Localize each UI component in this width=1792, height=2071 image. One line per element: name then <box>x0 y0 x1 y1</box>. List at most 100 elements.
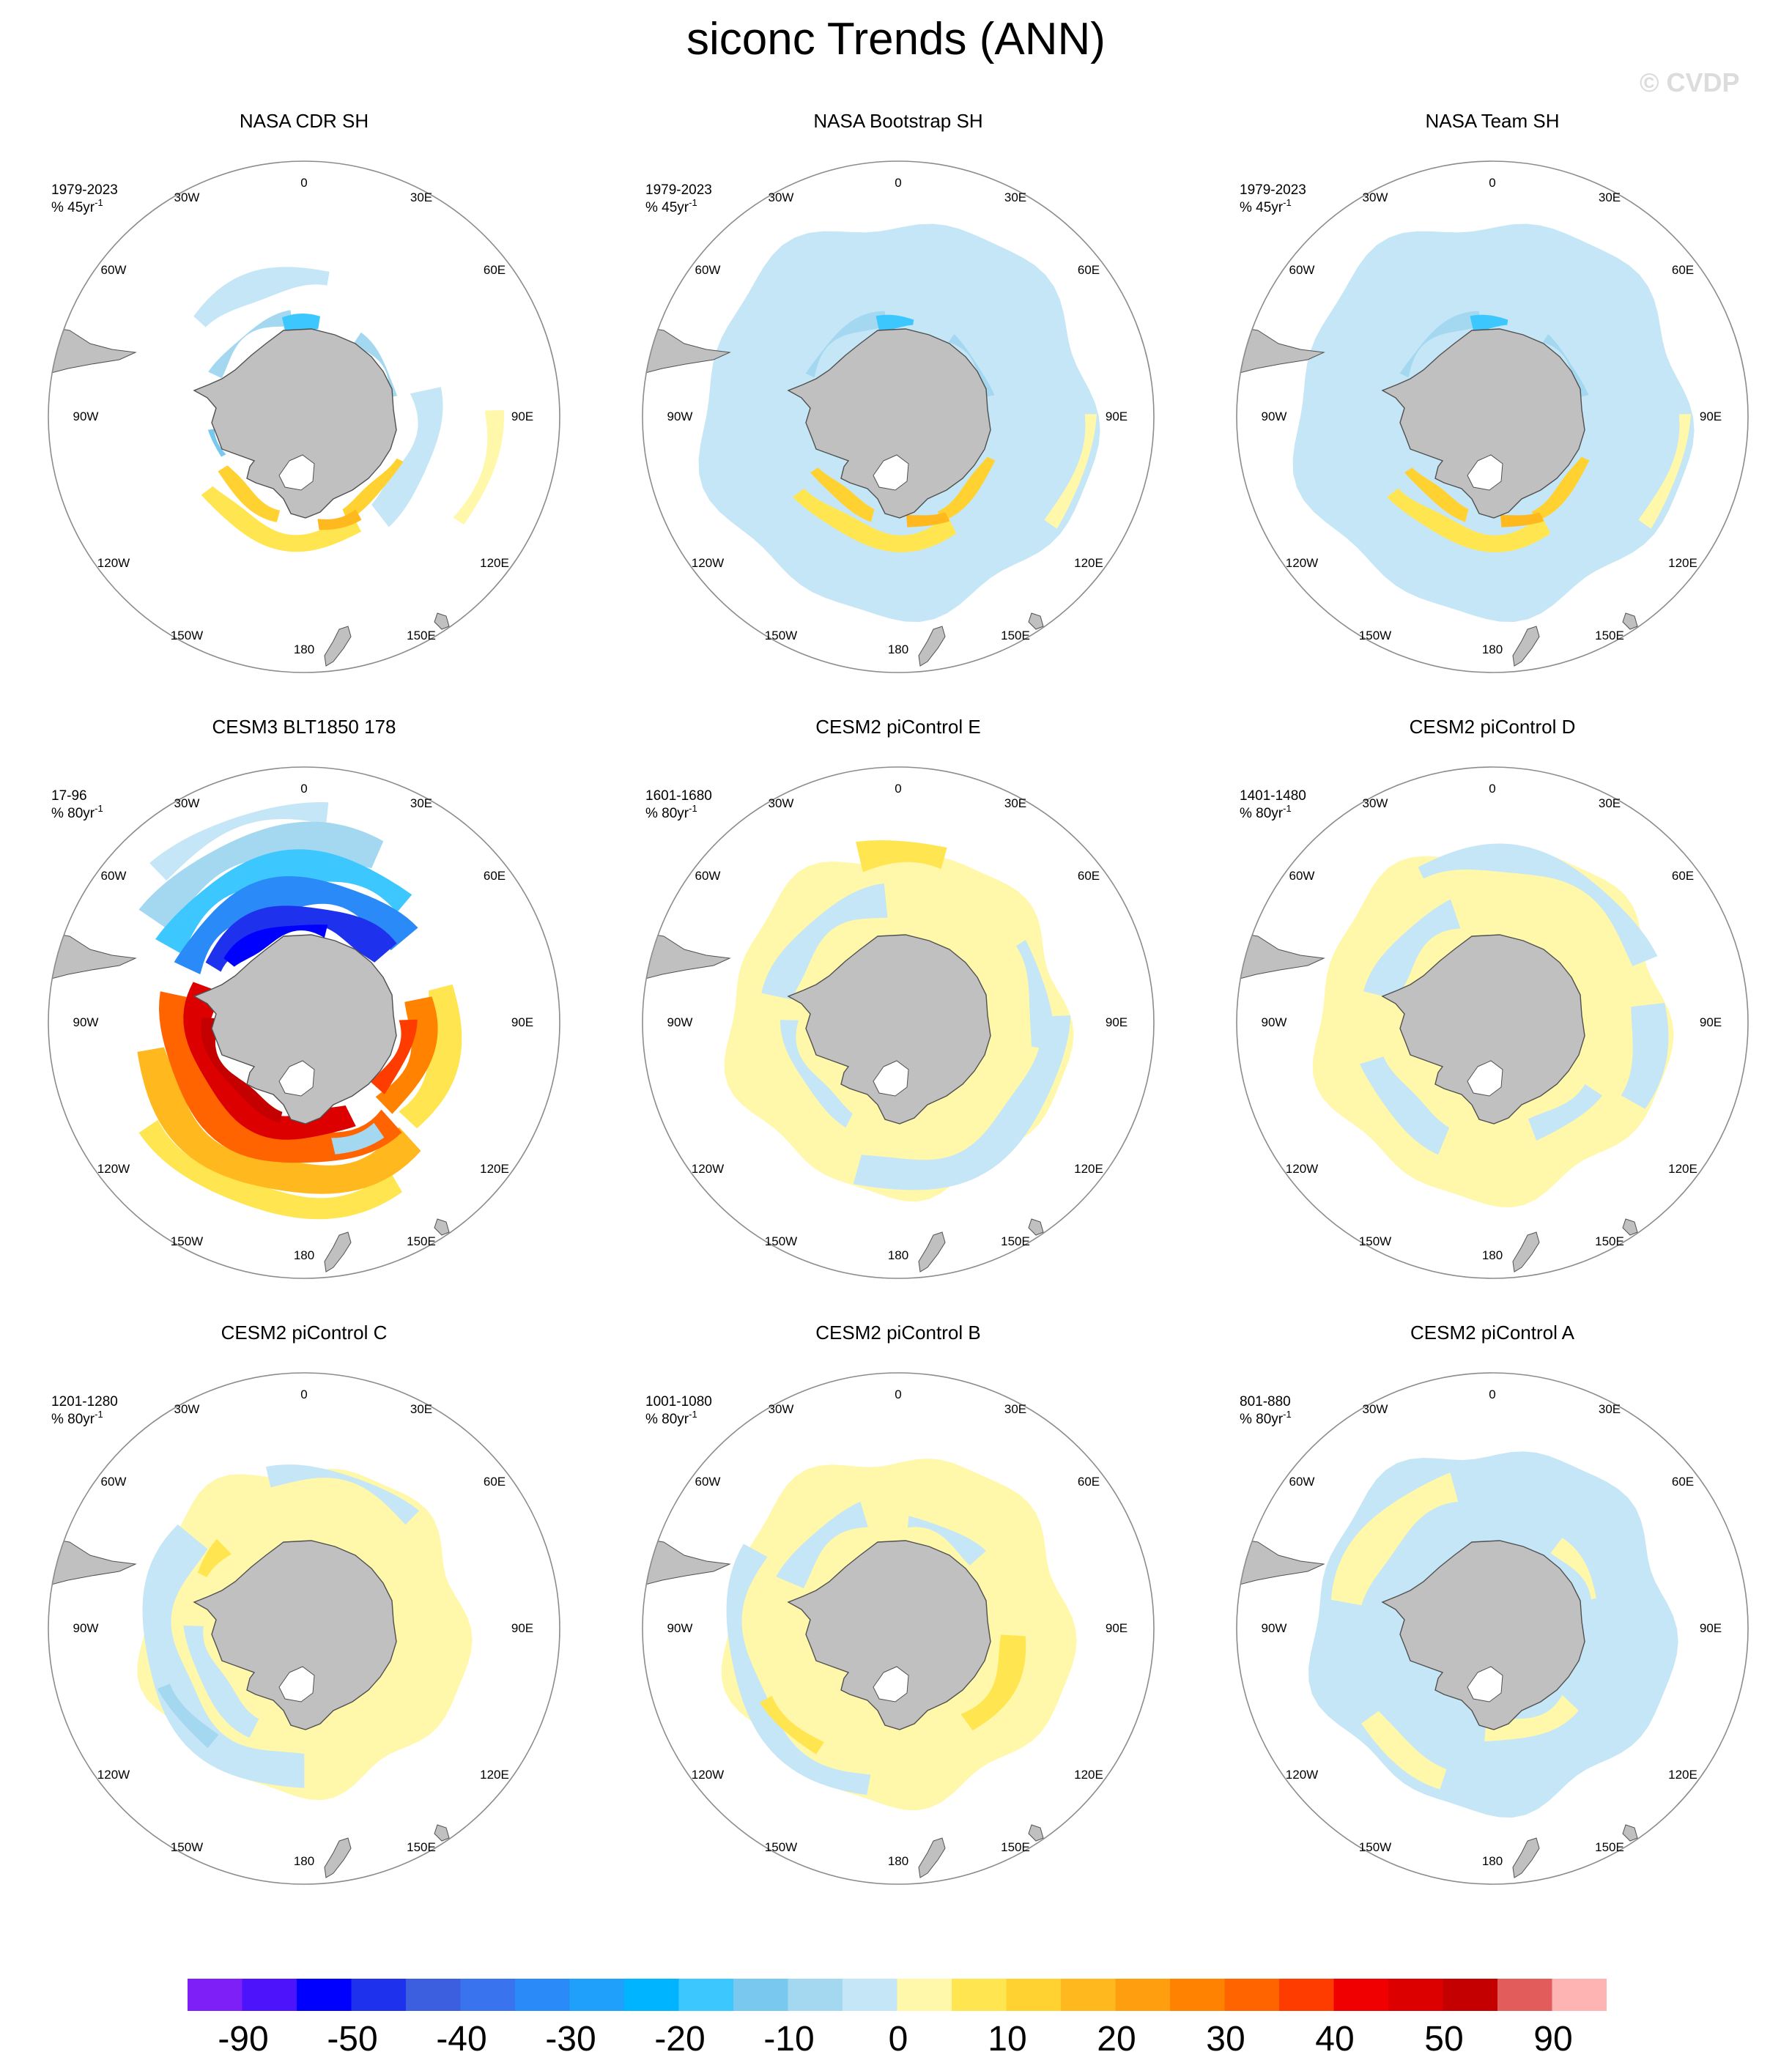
longitude-label: 60W <box>101 1475 127 1489</box>
period-label: 1401-1480 <box>1240 788 1306 804</box>
longitude-label: 90W <box>667 1621 693 1635</box>
longitude-label: 150W <box>1359 1234 1391 1248</box>
trend-region <box>853 1015 1071 1190</box>
trend-region <box>1470 314 1508 333</box>
new-zealand-landmass <box>918 626 946 667</box>
longitude-label: 60W <box>101 263 127 277</box>
colorbar-swatch <box>569 1979 624 2011</box>
trend-region <box>805 311 887 378</box>
longitude-label: 30E <box>1004 1402 1026 1416</box>
units-exponent: -1 <box>689 803 697 814</box>
longitude-label: 60E <box>1672 263 1694 277</box>
longitude-label: 0 <box>895 176 901 190</box>
longitude-label: 0 <box>300 1388 307 1401</box>
trend-region <box>205 905 397 972</box>
trend-region <box>223 925 328 967</box>
units-label: % 45yr-1 <box>1240 197 1292 215</box>
colorbar-swatch <box>297 1979 352 2011</box>
antarctica-landmass <box>1381 934 1585 1125</box>
units-label: % 80yr-1 <box>1240 803 1292 821</box>
longitude-label: 120E <box>480 1162 509 1176</box>
units-text: % 80yr <box>1240 806 1284 821</box>
trend-region <box>174 876 418 974</box>
longitude-label: 120E <box>480 1768 509 1782</box>
new-zealand-landmass <box>918 1231 946 1272</box>
units-label: % 80yr-1 <box>1240 1409 1292 1427</box>
colorbar-tick-label: -20 <box>654 2020 705 2059</box>
tasmania-landmass <box>1028 1218 1044 1236</box>
units-text: % 80yr <box>1240 1412 1284 1427</box>
longitude-label: 150W <box>171 629 203 642</box>
trend-region <box>1360 1056 1450 1155</box>
trend-region <box>207 429 226 457</box>
longitude-label: 0 <box>300 782 307 796</box>
longitude-label: 60E <box>484 1475 506 1489</box>
colorbar-swatch <box>1115 1979 1170 2011</box>
tasmania-landmass <box>1028 1824 1044 1842</box>
colorbar-swatch <box>242 1979 297 2011</box>
longitude-label: 60W <box>695 1475 721 1489</box>
trend-region <box>726 1544 871 1796</box>
longitude-label: 150E <box>1001 1840 1030 1854</box>
longitude-label: 60E <box>1672 869 1694 883</box>
colorbar-tick-label: -50 <box>327 2020 377 2059</box>
units-exponent: -1 <box>95 197 103 208</box>
longitude-label: 60W <box>1289 1475 1315 1489</box>
ice-shelf <box>873 454 909 491</box>
longitude-label: 180 <box>294 642 314 656</box>
colorbar: -90 -50 -40 -30 -20 -10 0 10 20 30 40 50 90 <box>188 1979 1607 2059</box>
colorbar-swatch <box>788 1979 843 2011</box>
longitude-label: 150E <box>1595 1234 1624 1248</box>
trend-region <box>960 1634 1026 1731</box>
longitude-label: 120E <box>480 556 509 570</box>
colorbar-swatch <box>624 1979 679 2011</box>
south-america-landmass <box>51 1538 137 1585</box>
units-label: % 45yr-1 <box>645 197 697 215</box>
antarctica-landmass <box>787 934 991 1125</box>
longitude-label: 120E <box>1668 1768 1697 1782</box>
map-boundary <box>642 766 1155 1279</box>
period-label: 17-96 <box>51 788 87 804</box>
trend-region <box>158 1683 219 1749</box>
longitude-label: 150E <box>407 1234 436 1248</box>
longitude-label: 90E <box>511 1015 533 1029</box>
colorbar-tick-label: 20 <box>1097 2020 1136 2059</box>
colorbar-swatch <box>1170 1979 1225 2011</box>
units-text: % 45yr <box>1240 200 1284 215</box>
map-boundary <box>642 1372 1155 1885</box>
longitude-label: 120E <box>1668 556 1697 570</box>
trend-region <box>1418 843 1658 966</box>
antarctica-landmass <box>787 328 991 519</box>
colorbar-swatch <box>406 1979 461 2011</box>
trend-region <box>138 1119 402 1220</box>
trend-region <box>137 1047 421 1194</box>
longitude-label: 30W <box>1363 1402 1388 1416</box>
colorbar-swatch <box>1279 1979 1334 2011</box>
units-text: % 80yr <box>51 1412 95 1427</box>
longitude-label: 90E <box>1700 410 1722 423</box>
longitude-label: 0 <box>895 782 901 796</box>
units-text: % 80yr <box>645 1412 689 1427</box>
page-title: siconc Trends (ANN) <box>686 14 1106 64</box>
longitude-label: 120W <box>97 556 130 570</box>
longitude-label: 150W <box>1359 1840 1391 1854</box>
colorbar-swatch <box>188 1979 242 2011</box>
panel-title: CESM2 piControl C <box>221 1322 388 1344</box>
longitude-label: 120W <box>692 1768 724 1782</box>
colorbar-swatch <box>897 1979 952 2011</box>
ice-shelf <box>1467 1666 1503 1703</box>
trend-region <box>760 1696 824 1755</box>
colorbar-tick-label: 90 <box>1533 2020 1572 2059</box>
new-zealand-landmass <box>324 1231 352 1272</box>
longitude-label: 90E <box>511 1621 533 1635</box>
longitude-label: 90E <box>1700 1621 1722 1635</box>
antarctica-landmass <box>193 328 397 519</box>
units-label: % 45yr-1 <box>51 197 103 215</box>
south-america-landmass <box>1239 327 1325 374</box>
trend-region <box>776 1501 868 1589</box>
map-boundary <box>642 160 1155 673</box>
